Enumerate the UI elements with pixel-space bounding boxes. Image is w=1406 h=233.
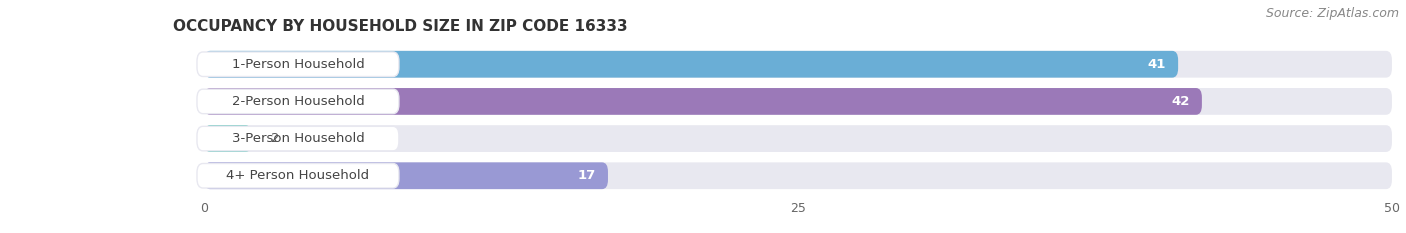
FancyBboxPatch shape: [197, 52, 399, 76]
Text: 41: 41: [1147, 58, 1166, 71]
FancyBboxPatch shape: [204, 88, 1202, 115]
Text: Source: ZipAtlas.com: Source: ZipAtlas.com: [1265, 7, 1399, 20]
Text: 17: 17: [578, 169, 596, 182]
FancyBboxPatch shape: [197, 89, 399, 114]
FancyBboxPatch shape: [204, 162, 607, 189]
FancyBboxPatch shape: [197, 126, 399, 151]
FancyBboxPatch shape: [204, 125, 1392, 152]
FancyBboxPatch shape: [197, 164, 399, 188]
FancyBboxPatch shape: [204, 162, 1392, 189]
FancyBboxPatch shape: [204, 51, 1178, 78]
FancyBboxPatch shape: [204, 88, 1392, 115]
Text: 2: 2: [270, 132, 280, 145]
Text: 4+ Person Household: 4+ Person Household: [226, 169, 370, 182]
FancyBboxPatch shape: [204, 125, 252, 152]
Text: OCCUPANCY BY HOUSEHOLD SIZE IN ZIP CODE 16333: OCCUPANCY BY HOUSEHOLD SIZE IN ZIP CODE …: [173, 19, 627, 34]
Text: 3-Person Household: 3-Person Household: [232, 132, 364, 145]
Text: 1-Person Household: 1-Person Household: [232, 58, 364, 71]
Text: 2-Person Household: 2-Person Household: [232, 95, 364, 108]
FancyBboxPatch shape: [204, 51, 1392, 78]
Text: 42: 42: [1171, 95, 1189, 108]
